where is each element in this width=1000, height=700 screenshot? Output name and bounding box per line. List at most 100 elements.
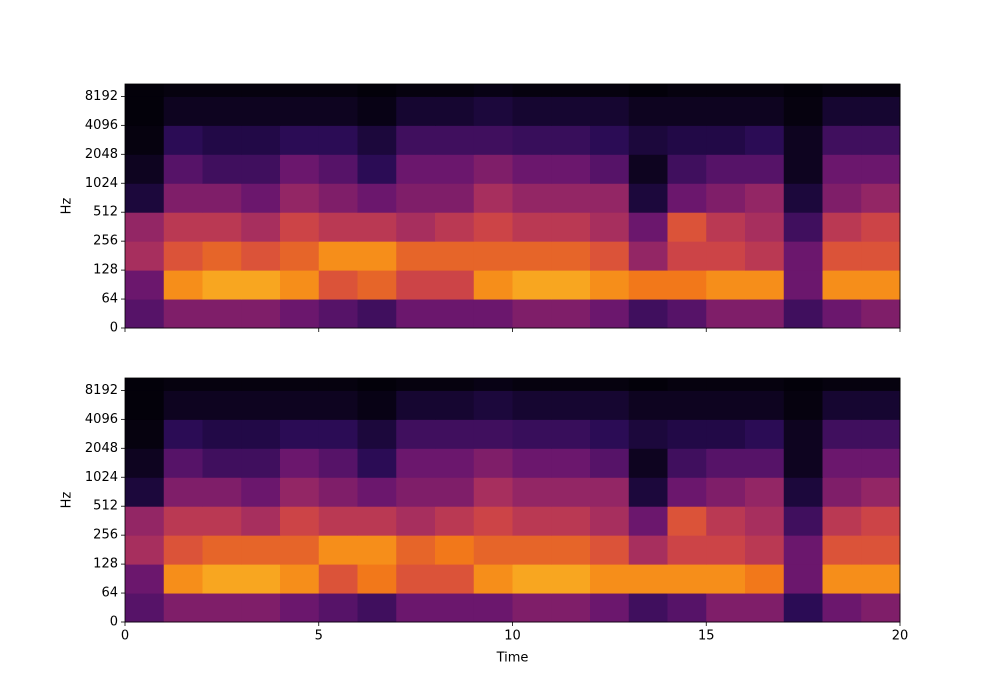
spectrogram-cell xyxy=(512,378,552,391)
spectrogram-cell xyxy=(512,419,552,449)
spectrogram-cell xyxy=(512,593,552,623)
spectrogram-cell xyxy=(125,270,165,300)
spectrogram-cell xyxy=(861,477,901,507)
spectrogram-cell xyxy=(551,125,591,155)
spectrogram-cell xyxy=(473,378,513,391)
spectrogram-cell xyxy=(783,125,823,155)
spectrogram-cell xyxy=(125,390,165,420)
y-tick-label: 256 xyxy=(93,528,118,543)
spectrogram-cell xyxy=(163,183,203,213)
spectrogram-cell xyxy=(435,390,475,420)
spectrogram-cell xyxy=(551,506,591,536)
spectrogram-cell xyxy=(163,84,203,97)
spectrogram-cell xyxy=(551,477,591,507)
spectrogram-cell xyxy=(396,535,436,565)
spectrogram-cell xyxy=(628,448,668,478)
spectrogram-cell xyxy=(163,448,203,478)
spectrogram-cell xyxy=(861,84,901,97)
spectrogram-cell xyxy=(861,593,901,623)
spectrogram-cell xyxy=(745,270,785,300)
spectrogram-cell xyxy=(357,154,397,184)
spectrogram-cell xyxy=(280,241,320,271)
spectrogram-cell xyxy=(745,84,785,97)
spectrogram-cell xyxy=(241,299,281,329)
spectrogram-cell xyxy=(667,96,707,126)
spectrogram-cell xyxy=(318,535,358,565)
spectrogram-cell xyxy=(357,212,397,242)
spectrogram-cell xyxy=(280,299,320,329)
spectrogram-cell xyxy=(783,183,823,213)
spectrogram-cell xyxy=(822,506,862,536)
spectrogram-cell xyxy=(202,299,242,329)
y-tick-label: 2048 xyxy=(85,441,118,456)
spectrogram-cell xyxy=(241,125,281,155)
spectrogram-cell xyxy=(822,593,862,623)
spectrogram-cell xyxy=(435,84,475,97)
y-tick-label: 128 xyxy=(93,263,118,278)
spectrogram-cell xyxy=(318,183,358,213)
spectrogram-cell xyxy=(512,535,552,565)
spectrogram-cell xyxy=(396,183,436,213)
spectrogram-cell xyxy=(783,390,823,420)
spectrogram-cell xyxy=(396,448,436,478)
spectrogram-cell xyxy=(435,299,475,329)
spectrogram-cell xyxy=(318,593,358,623)
spectrogram-cell xyxy=(396,96,436,126)
spectrogram-cell xyxy=(125,241,165,271)
spectrogram-cell xyxy=(318,477,358,507)
spectrogram-cell xyxy=(357,477,397,507)
spectrogram-cell xyxy=(473,84,513,97)
spectrogram-cell xyxy=(396,241,436,271)
spectrogram-cell xyxy=(512,477,552,507)
spectrogram-cell xyxy=(318,96,358,126)
spectrogram-cell xyxy=(551,84,591,97)
spectrogram-cell xyxy=(590,535,630,565)
spectrogram-cell xyxy=(163,477,203,507)
spectrogram-cell xyxy=(667,564,707,594)
spectrogram-cell xyxy=(861,448,901,478)
spectrogram-cell xyxy=(706,535,746,565)
spectrogram-cell xyxy=(667,183,707,213)
spectrogram-cell xyxy=(396,378,436,391)
spectrogram-cell xyxy=(861,270,901,300)
spectrogram-cell xyxy=(512,183,552,213)
spectrogram-cell xyxy=(318,270,358,300)
spectrogram-cell xyxy=(202,506,242,536)
spectrogram-cell xyxy=(512,270,552,300)
spectrogram-cell xyxy=(590,390,630,420)
spectrogram-cell xyxy=(280,270,320,300)
spectrogram-cell xyxy=(202,96,242,126)
spectrogram-cell xyxy=(125,212,165,242)
spectrogram-cell xyxy=(125,477,165,507)
spectrogram-cell xyxy=(163,390,203,420)
spectrogram-cell xyxy=(435,241,475,271)
spectrogram-cell xyxy=(551,241,591,271)
spectrogram-cell xyxy=(512,299,552,329)
spectrogram-cell xyxy=(202,241,242,271)
y-tick-label: 1024 xyxy=(85,470,118,485)
spectrogram-cell xyxy=(822,84,862,97)
spectrogram-cell xyxy=(241,390,281,420)
spectrogram-cell xyxy=(318,390,358,420)
spectrogram-cell xyxy=(628,183,668,213)
spectrogram-cell xyxy=(241,477,281,507)
spectrogram-cell xyxy=(745,241,785,271)
spectrogram-cell xyxy=(706,96,746,126)
spectrogram-cell xyxy=(706,183,746,213)
spectrogram-cell xyxy=(357,390,397,420)
spectrogram-cell xyxy=(745,378,785,391)
spectrogram-cell xyxy=(667,419,707,449)
spectrogram-cell xyxy=(783,212,823,242)
spectrogram-cell xyxy=(512,390,552,420)
spectrogram-cell xyxy=(163,535,203,565)
spectrogram-cell xyxy=(706,241,746,271)
spectrogram-cell xyxy=(667,593,707,623)
spectrogram-cell xyxy=(783,270,823,300)
spectrogram-cell xyxy=(551,154,591,184)
spectrogram-cell xyxy=(745,299,785,329)
spectrogram-cell xyxy=(357,564,397,594)
spectrogram-cell xyxy=(396,419,436,449)
spectrogram-cell xyxy=(745,390,785,420)
spectrogram-cell xyxy=(435,378,475,391)
